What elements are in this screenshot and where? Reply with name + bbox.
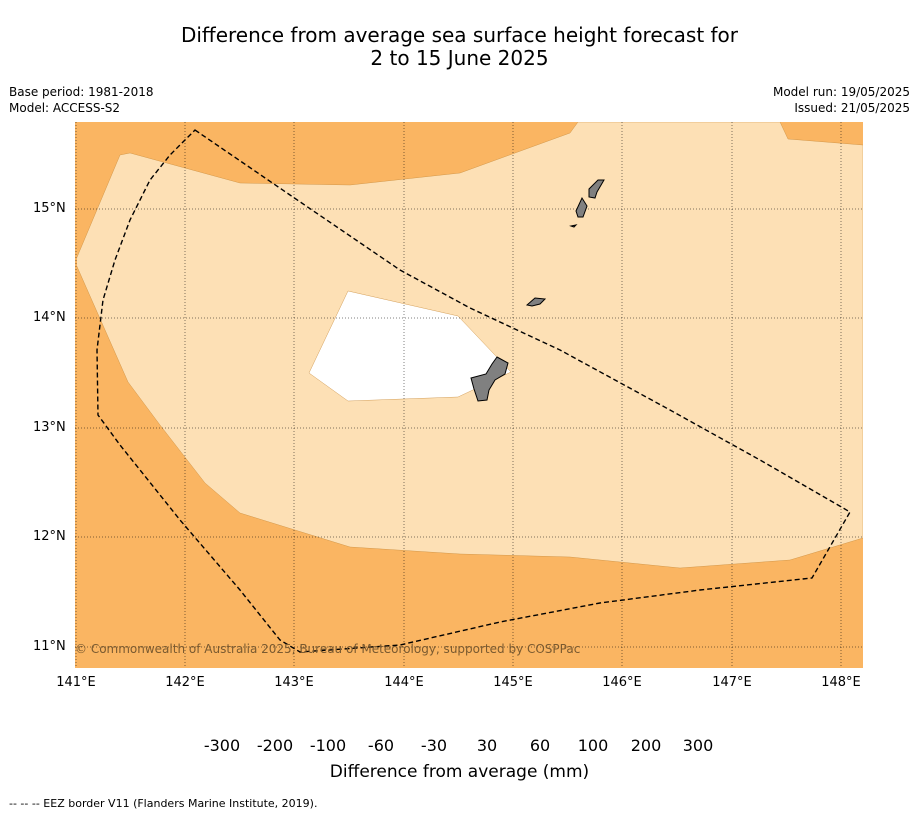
- colorbar-tick-label: -200: [256, 736, 294, 755]
- eez-border: [96, 129, 851, 653]
- anomaly-region-neutral: [308, 290, 512, 402]
- lon-label: 142°E: [165, 675, 205, 690]
- colorbar-tick-label: -60: [367, 736, 395, 755]
- colorbar-tick-label: -100: [309, 736, 347, 755]
- lat-label: 12°N: [33, 529, 66, 544]
- lat-label: 11°N: [33, 639, 66, 654]
- lat-label: 13°N: [33, 420, 66, 435]
- model-run: Model run: 19/05/2025: [772, 85, 910, 99]
- issued-date: Issued: 21/05/2025: [794, 101, 910, 115]
- island-saipan: [588, 179, 605, 199]
- colorbar-tick-label: 30: [476, 736, 498, 755]
- copyright-notice: © Commonwealth of Australia 2025, Bureau…: [75, 642, 580, 656]
- lon-label: 148°E: [821, 675, 861, 690]
- colorbar-tick-label: 300: [682, 736, 714, 755]
- lon-label: 144°E: [384, 675, 424, 690]
- colorbar-tick-label: -300: [203, 736, 241, 755]
- lon-label: 146°E: [602, 675, 642, 690]
- island-guam: [470, 356, 509, 402]
- graticule: [75, 122, 863, 668]
- colorbar-tick-label: 60: [529, 736, 551, 755]
- lon-label: 145°E: [493, 675, 533, 690]
- colorbar-tick-label: -30: [420, 736, 448, 755]
- island-aguijan: [569, 224, 578, 228]
- colorbar-title: Difference from average (mm): [329, 762, 590, 782]
- island-rota: [525, 297, 547, 307]
- colorbar-tick-label: 100: [577, 736, 609, 755]
- lat-label: 15°N: [33, 201, 66, 216]
- title-line-2: 2 to 15 June 2025: [370, 46, 549, 70]
- lon-label: 141°E: [56, 675, 96, 690]
- land-masses: [470, 179, 605, 402]
- map-figure: © Commonwealth of Australia 2025, Bureau…: [75, 122, 863, 668]
- title-line-1: Difference from average sea surface heig…: [180, 23, 739, 47]
- model-name: Model: ACCESS-S2: [9, 101, 121, 115]
- colorbar-tick-label: 200: [630, 736, 662, 755]
- lat-label: 14°N: [33, 310, 66, 325]
- base-period: Base period: 1981-2018: [9, 85, 154, 99]
- island-tinian: [575, 196, 588, 218]
- lon-label: 147°E: [712, 675, 752, 690]
- lon-label: 143°E: [274, 675, 314, 690]
- eez-legend-footer: -- -- -- EEZ border V11 (Flanders Marine…: [9, 797, 318, 810]
